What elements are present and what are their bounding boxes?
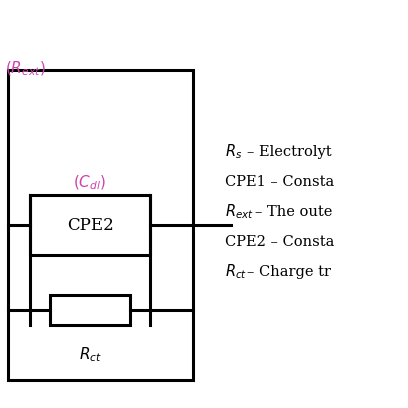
Bar	[50, 295, 130, 325]
Bar	[30, 195, 150, 255]
Text: $(R_{ext})$: $(R_{ext})$	[5, 60, 46, 78]
Text: $R_s$: $R_s$	[225, 143, 242, 161]
Text: $R_{ct}$: $R_{ct}$	[78, 345, 102, 364]
Text: $R_{ct}$: $R_{ct}$	[225, 263, 247, 282]
Text: – Electrolyt: – Electrolyt	[247, 145, 332, 159]
Text: – The oute: – The oute	[255, 205, 333, 219]
Text: CPE1 – Consta: CPE1 – Consta	[225, 175, 334, 189]
Bar	[8, 70, 193, 380]
Text: $(C_{dl})$: $(C_{dl})$	[73, 173, 106, 192]
Text: CPE2 – Consta: CPE2 – Consta	[225, 235, 335, 249]
Text: CPE2: CPE2	[67, 217, 113, 233]
Text: $R_{ext}$: $R_{ext}$	[225, 203, 254, 222]
Text: – Charge tr: – Charge tr	[247, 265, 331, 279]
